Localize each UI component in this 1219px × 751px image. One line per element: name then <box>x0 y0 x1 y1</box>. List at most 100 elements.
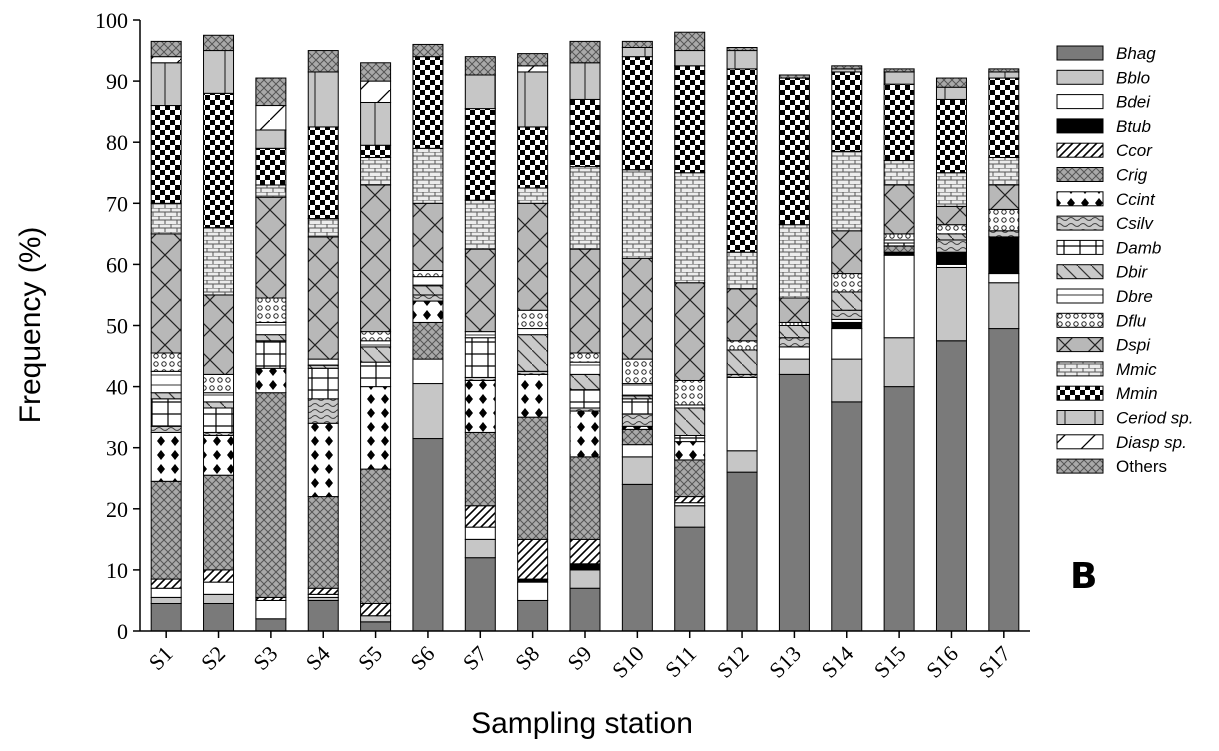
bar-segment-S1-Mmin <box>150 105 182 204</box>
bar-segment-S17-Mmic <box>988 156 1020 186</box>
bar-segment-S7-Ceriod-sp- <box>464 74 496 110</box>
bar-segment-S4-Ccint <box>307 422 339 498</box>
bar-segment-S3-Crig <box>255 392 287 598</box>
bar-segment-S9-Ccor <box>569 538 601 565</box>
bar-segment-S17-Btub <box>988 236 1020 275</box>
x-tick-label: S4 <box>301 641 335 675</box>
bar-segment-S13-Dspi <box>778 297 810 323</box>
bar-segment-S14-Btub <box>831 321 863 330</box>
bar-segment-S12-Bdei <box>726 376 758 452</box>
bar-segment-S15-Crig <box>883 245 915 253</box>
bar-segment-S14-Dbir <box>831 291 863 311</box>
bar-segment-S2-Ceriod-sp- <box>203 50 235 94</box>
bar-segment-S12-Bhag <box>726 471 758 632</box>
bar-segment-S5-Mmic <box>360 156 392 186</box>
bar-segment-S7-Bdei <box>464 526 496 540</box>
bar-segment-S16-Btub <box>935 251 967 265</box>
legend-swatch <box>1056 191 1104 207</box>
legend-item-Dbre: Dbre <box>1056 287 1153 306</box>
bar-segment-S6-Bblo <box>412 383 444 440</box>
legend-label: Others <box>1116 457 1167 476</box>
legend-swatch <box>1056 142 1104 158</box>
bar-segment-S11-Ceriod-sp- <box>674 50 706 67</box>
y-tick-label: 10 <box>106 558 128 583</box>
bar-segment-S11-Bhag <box>674 526 706 632</box>
legend-swatch <box>1056 45 1104 61</box>
bar-stack-S5 <box>360 62 392 632</box>
legend-item-Csilv: Csilv <box>1056 214 1154 233</box>
legend-item-Dbir: Dbir <box>1056 263 1149 282</box>
legend-item-Bhag: Bhag <box>1056 44 1156 63</box>
bar-segment-S13-Csilv <box>778 337 810 348</box>
bar-segment-S5-Ccint <box>360 386 392 470</box>
bar-segment-S7-Mmin <box>464 108 496 201</box>
legend-swatch <box>1056 264 1104 280</box>
bar-segment-S14-Dspi <box>831 230 863 275</box>
legend-label: Crig <box>1116 166 1148 185</box>
bar-segment-S12-Mmin <box>726 68 758 253</box>
bar-segment-S2-Mmic <box>203 227 235 296</box>
bar-segment-S5-Bhag <box>360 621 392 632</box>
bar-segment-S16-Dspi <box>935 205 967 226</box>
legend-swatch <box>1056 215 1104 231</box>
bar-segment-S3-Dbir <box>255 334 287 342</box>
bar-segment-S2-Dspi <box>203 294 235 375</box>
bar-segment-S12-Dspi <box>726 288 758 342</box>
bar-segment-S2-Bdei <box>203 581 235 595</box>
bar-segment-S10-Bdei <box>621 444 653 458</box>
bar-segment-S11-Damb <box>674 434 706 443</box>
legend-swatch <box>1056 118 1104 134</box>
bar-segment-S5-Crig <box>360 468 392 605</box>
legend-label: Bblo <box>1116 68 1150 87</box>
bar-segment-S1-Mmic <box>150 202 182 235</box>
legend-item-Bblo: Bblo <box>1056 68 1150 87</box>
bar-segment-S8-Crig <box>517 416 549 540</box>
bar-segment-S9-Ccint <box>569 410 601 458</box>
bar-segment-S8-Dflu <box>517 309 549 330</box>
bar-segment-S7-Ccor <box>464 505 496 528</box>
bar-segment-S9-Dflu <box>569 352 601 363</box>
bar-segment-S5-Ceriod-sp- <box>360 101 392 146</box>
x-tick-label: S2 <box>196 641 230 675</box>
bar-segment-S1-Dspi <box>150 233 182 354</box>
bar-stack-S3 <box>255 77 287 632</box>
bar-segment-S8-Bdei <box>517 581 549 601</box>
bar-segment-S8-Diasp-sp- <box>517 65 549 73</box>
bar-segment-S10-Mmin <box>621 56 653 171</box>
legend-swatch <box>1056 312 1104 328</box>
bar-segment-S11-Others <box>674 31 706 52</box>
bar-segment-S7-Others <box>464 56 496 76</box>
bar-stack-S14 <box>831 65 863 632</box>
y-tick-label: 90 <box>106 69 128 94</box>
legend-label: Csilv <box>1116 214 1154 233</box>
bar-segment-S8-Dbre <box>517 328 549 336</box>
x-tick-label: S8 <box>510 641 544 675</box>
bar-segment-S13-Bblo <box>778 358 810 375</box>
bar-segment-S10-Crig <box>621 428 653 446</box>
bar-segment-S11-Dflu <box>674 379 706 406</box>
bar-segment-S6-Dflu <box>412 270 444 278</box>
legend-swatch <box>1056 337 1104 353</box>
y-tick-label: 0 <box>117 619 128 644</box>
bar-segment-S9-Btub <box>569 563 601 571</box>
bar-segment-S2-Dflu <box>203 373 235 394</box>
bar-segment-S17-Bhag <box>988 328 1020 632</box>
bar-segment-S4-Crig <box>307 496 339 589</box>
bar-segment-S7-Mmic <box>464 199 496 250</box>
bar-segment-S3-Bdei <box>255 599 287 620</box>
y-tick-label: 100 <box>95 8 128 33</box>
bar-segment-S12-Others <box>726 46 758 52</box>
bar-segment-S13-Others <box>778 74 810 79</box>
legend-swatch <box>1056 94 1104 110</box>
x-tick-label: S13 <box>764 641 806 683</box>
legend-item-Dflu: Dflu <box>1056 311 1147 330</box>
bar-segment-S17-Dspi <box>988 184 1020 210</box>
bar-segment-S10-Dspi <box>621 257 653 360</box>
panel-label: B <box>1070 556 1097 597</box>
legend-swatch <box>1056 385 1104 401</box>
legend-item-Ccint: Ccint <box>1056 190 1156 209</box>
bar-segment-S1-Ceriod-sp- <box>150 62 182 107</box>
bar-segment-S11-Ccint <box>674 441 706 461</box>
bar-segment-S13-Dbir <box>778 325 810 339</box>
y-tick-label: 80 <box>106 130 128 155</box>
